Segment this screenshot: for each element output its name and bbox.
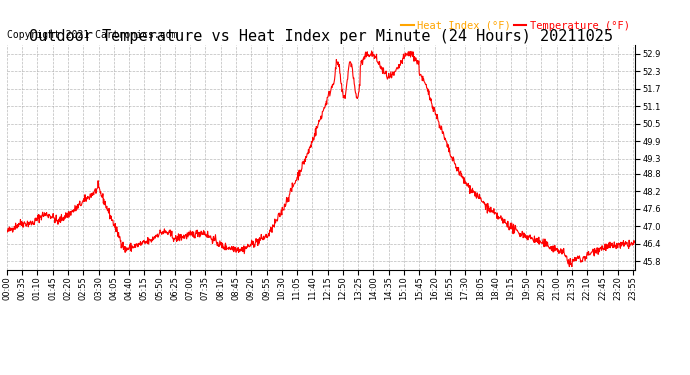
Title: Outdoor Temperature vs Heat Index per Minute (24 Hours) 20211025: Outdoor Temperature vs Heat Index per Mi… [29,29,613,44]
Legend: Heat Index (°F), Temperature (°F): Heat Index (°F), Temperature (°F) [402,21,629,31]
Text: Copyright 2021 Cartronics.com: Copyright 2021 Cartronics.com [7,30,177,40]
